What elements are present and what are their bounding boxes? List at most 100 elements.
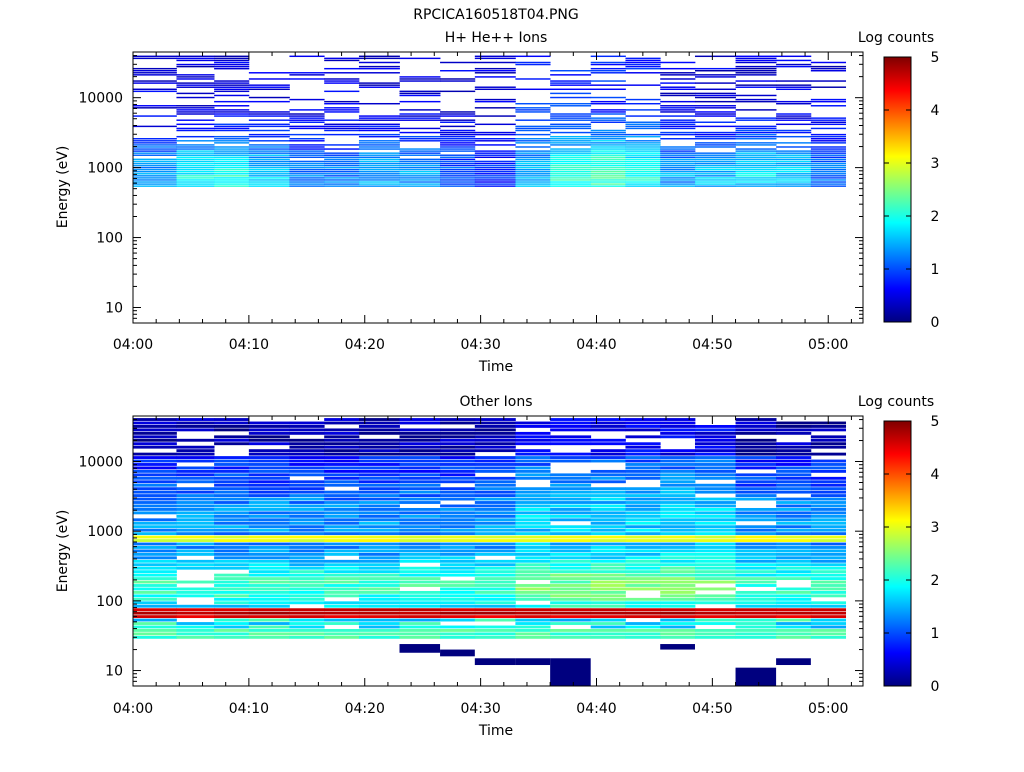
heatmap-cell [810,146,847,148]
heatmap-cell [358,566,400,570]
heatmap-cell [399,438,441,442]
heatmap-cell [735,133,777,136]
heatmap-cell [625,168,661,171]
y-tick-label: 100 [96,594,123,610]
heatmap-cell [289,518,325,522]
heatmap-cell [214,632,250,636]
heatmap-cell [810,435,847,439]
heatmap-cell [399,480,441,484]
heatmap-cell [515,473,551,477]
heatmap-cell [660,72,696,74]
heatmap-cell [289,580,325,584]
heatmap-cell [735,549,777,553]
heatmap-cell [515,618,551,622]
heatmap-cell [474,525,516,529]
heatmap-cell [660,539,696,542]
heatmap-cell [550,125,592,128]
heatmap-cell [324,100,360,103]
heatmap-cell [440,618,476,622]
heatmap-cell [660,570,696,574]
heatmap-cell [133,632,177,636]
heatmap-cell [694,158,736,161]
heatmap-cell [694,511,736,515]
heatmap-cell [324,546,360,549]
heatmap-cell [590,480,626,484]
heatmap-cell [660,476,696,480]
heatmap-cell [399,535,441,539]
heatmap-cell [440,179,476,181]
heatmap-cell [358,125,400,128]
heatmap-cell [324,525,360,529]
heatmap-cell [289,421,325,425]
heatmap-cell [735,566,777,570]
heatmap-cell [289,466,325,470]
heatmap-cell [735,418,777,421]
heatmap-cell [133,556,177,560]
heatmap-cell [590,590,626,594]
heatmap-cell [176,82,215,84]
heatmap-cell [133,179,177,181]
heatmap-cell [694,549,736,553]
heatmap-cell [735,57,777,60]
heatmap-cell [550,181,592,183]
heatmap-cell [810,65,847,68]
heatmap-cell [214,597,250,601]
heatmap-cell [474,594,516,598]
heatmap-cell [440,629,476,632]
heatmap-cell [660,179,696,181]
heatmap-cell [133,597,177,601]
heatmap-cell [214,84,250,86]
heatmap-cell [474,608,516,612]
heatmap-cell [515,63,551,66]
heatmap-cell [440,170,476,173]
heatmap-cell [133,525,177,529]
heatmap-cell [289,597,325,601]
heatmap-cell [515,535,551,539]
heatmap-cell [625,152,661,154]
heatmap-cell [550,456,592,459]
heatmap-cell [248,521,290,525]
heatmap-cell [660,625,696,629]
heatmap-cell [776,100,812,103]
heatmap-cell [694,622,736,625]
heatmap-cell [735,514,777,518]
heatmap-cell [399,629,441,632]
heatmap-cell [474,449,516,453]
heatmap-cell [289,546,325,549]
heatmap-cell [133,421,177,425]
heatmap-cell [590,618,626,622]
heatmap-cell [358,129,400,132]
heatmap-cell [694,100,736,103]
heatmap-cell [660,577,696,581]
panel-1-colorbar-label: Log counts [858,30,934,46]
x-tick-label: 04:50 [692,701,732,717]
heatmap-cell [660,590,696,594]
heatmap-cell [440,556,476,560]
heatmap-cell [474,418,516,421]
heatmap-cell [474,61,516,64]
heatmap-cell [133,507,177,511]
heatmap-cell [248,173,290,175]
heatmap-cell [776,501,812,504]
heatmap-cell [776,428,812,432]
heatmap-cell [660,559,696,563]
heatmap-cell [214,532,250,536]
heatmap-cell [214,82,250,84]
heatmap-cell [289,113,325,115]
heatmap-cell [590,487,626,491]
heatmap-cell [515,140,551,142]
heatmap-cell [248,601,290,605]
heatmap-cell [550,183,592,185]
heatmap-cell [248,535,290,539]
heatmap-cell [440,514,476,518]
heatmap-cell [133,608,177,612]
heatmap-cell [660,566,696,570]
colorbar-tick-label: 4 [931,103,940,119]
heatmap-cell [214,113,250,115]
heatmap-cell [515,435,551,439]
heatmap-cell [399,131,441,134]
heatmap-cell [550,563,592,567]
heatmap-cell [358,135,400,138]
heatmap-cell [133,577,177,581]
heatmap-cell [176,559,215,563]
